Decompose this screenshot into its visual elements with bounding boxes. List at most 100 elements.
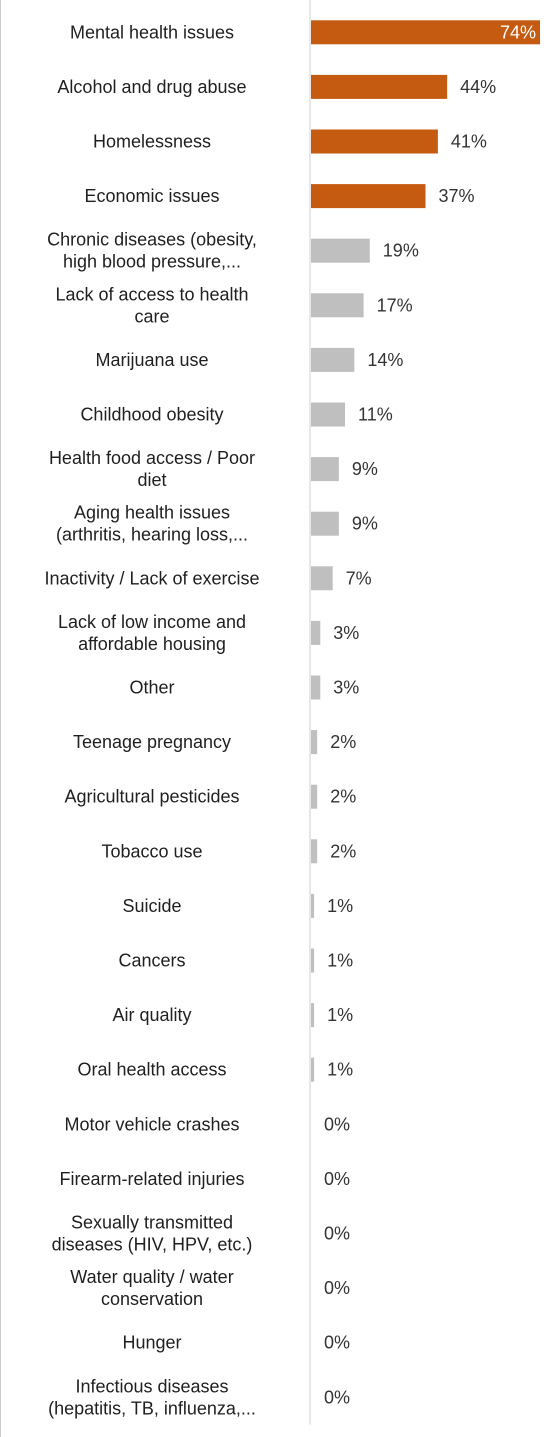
bar-row: Motor vehicle crashes 0% [64, 1114, 350, 1134]
bar [311, 293, 364, 318]
category-label: Motor vehicle crashes [64, 1114, 239, 1134]
category-label: Teenage pregnancy [73, 732, 231, 752]
bar-row: Homelessness 41% [93, 129, 487, 154]
bar [311, 402, 346, 427]
bar [311, 730, 318, 755]
category-label: Lack of access to health care [55, 284, 248, 326]
data-label: 0% [324, 1278, 350, 1298]
bar-row: Lack of access to health care 17% [55, 284, 412, 326]
data-label: 7% [346, 568, 372, 588]
category-label: Suicide [122, 896, 181, 916]
bar [311, 784, 318, 809]
category-label: Inactivity / Lack of exercise [44, 568, 259, 588]
bar [311, 566, 333, 591]
bar [311, 238, 370, 263]
category-label: Health food access / Poor diet [49, 448, 255, 490]
category-label: Homelessness [93, 132, 211, 152]
category-label: Tobacco use [101, 841, 202, 861]
category-label: Economic issues [84, 186, 219, 206]
bar [311, 129, 438, 154]
category-label: Agricultural pesticides [64, 787, 239, 807]
bar-row: Alcohol and drug abuse 44% [57, 74, 496, 99]
data-label: 1% [327, 951, 353, 971]
data-label: 0% [324, 1114, 350, 1134]
data-label: 9% [352, 514, 378, 534]
category-label: Oral health access [77, 1060, 226, 1080]
bar-row: Lack of low income and affordable housing… [58, 612, 359, 654]
bar-row: Health food access / Poor diet 9% [49, 448, 378, 490]
data-label: 0% [324, 1169, 350, 1189]
category-label: Aging health issues (arthritis, hearing l… [56, 503, 248, 545]
category-label: Water quality / water conservation [70, 1267, 233, 1309]
bar-row: Infectious diseases (hepatitis, TB, influ… [48, 1376, 350, 1418]
data-label: 0% [324, 1387, 350, 1407]
bar-row: Marijuana use 14% [95, 347, 403, 372]
bar-row: Agricultural pesticides 2% [64, 784, 356, 809]
bar-row: Water quality / water conservation 0% [70, 1267, 350, 1309]
bar [311, 20, 540, 45]
bar [311, 1057, 315, 1082]
data-label: 41% [451, 132, 487, 152]
category-label: Chronic diseases (obesity, high blood pre… [47, 230, 257, 272]
data-label: 44% [460, 77, 496, 97]
bar [311, 893, 315, 918]
data-label: 19% [383, 241, 419, 261]
bar [311, 620, 321, 645]
bar [311, 184, 426, 209]
data-label: 1% [327, 1060, 353, 1080]
data-label: 2% [330, 841, 356, 861]
bar-row: Chronic diseases (obesity, high blood pre… [47, 230, 419, 272]
data-label: 9% [352, 459, 378, 479]
category-label: Childhood obesity [80, 405, 223, 425]
data-label: 3% [333, 678, 359, 698]
bar-row: Cancers 1% [118, 948, 353, 973]
category-label: Cancers [118, 951, 185, 971]
bar [311, 457, 339, 482]
data-label: 1% [327, 1005, 353, 1025]
bar [311, 839, 318, 864]
data-label: 1% [327, 896, 353, 916]
category-label: Alcohol and drug abuse [57, 77, 246, 97]
bar [311, 511, 339, 536]
bar [311, 675, 321, 700]
bar-row: Teenage pregnancy 2% [73, 730, 356, 755]
bar [311, 74, 448, 99]
bar-row: Mental health issues 74% [70, 20, 540, 45]
bar-row: Aging health issues (arthritis, hearing l… [56, 503, 378, 545]
data-label: 11% [358, 405, 393, 425]
bar-row: Oral health access 1% [77, 1057, 353, 1082]
chart-frame-left-border [0, 0, 1, 1437]
category-label: Other [129, 678, 174, 698]
category-label: Lack of low income and affordable housing [58, 612, 246, 654]
bar [311, 1003, 315, 1028]
bar-row: Air quality 1% [112, 1003, 353, 1028]
data-label: 14% [367, 350, 403, 370]
bar-row: Hunger 0% [122, 1333, 350, 1353]
bar-row: Firearm-related injuries 0% [59, 1169, 350, 1189]
data-label: 3% [333, 623, 359, 643]
bar-row: Other 3% [129, 675, 359, 700]
data-label: 0% [324, 1224, 350, 1244]
category-label: Firearm-related injuries [59, 1169, 244, 1189]
bar-row: Sexually transmitted diseases (HIV, HPV, … [52, 1213, 350, 1255]
bar [311, 948, 315, 973]
chart-rows: Mental health issues 74% Alcohol and drug … [44, 20, 540, 1418]
data-label: 17% [377, 295, 413, 315]
category-label: Marijuana use [95, 350, 208, 370]
bar-row: Suicide 1% [122, 893, 353, 918]
bar-row: Economic issues 37% [84, 184, 475, 209]
data-label: 74% [500, 22, 536, 42]
bar-row: Childhood obesity 11% [80, 402, 393, 427]
category-label: Infectious diseases (hepatitis, TB, influ… [48, 1376, 256, 1418]
bar-row: Inactivity / Lack of exercise 7% [44, 566, 372, 591]
data-label: 0% [324, 1333, 350, 1353]
data-label: 37% [439, 186, 475, 206]
category-label: Air quality [112, 1005, 191, 1025]
category-label: Mental health issues [70, 22, 234, 42]
data-label: 2% [330, 787, 356, 807]
data-label: 2% [330, 732, 356, 752]
category-label: Hunger [122, 1333, 181, 1353]
bar [311, 347, 355, 372]
bar-row: Tobacco use 2% [101, 839, 356, 864]
